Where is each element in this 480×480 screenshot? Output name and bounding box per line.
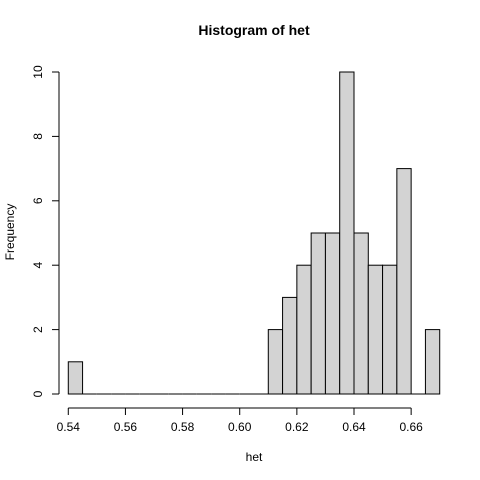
y-tick-label: 6 bbox=[31, 197, 45, 204]
histogram-bar bbox=[310, 232, 326, 395]
histogram-bar bbox=[382, 264, 398, 395]
histogram-bar bbox=[296, 264, 312, 395]
y-axis: 0 2 4 6 8 10 bbox=[31, 65, 60, 397]
x-tick-label: 0.66 bbox=[399, 420, 423, 434]
y-tick-label: 2 bbox=[31, 326, 45, 333]
x-tick-label: 0.60 bbox=[228, 420, 252, 434]
x-axis-label: het bbox=[246, 450, 263, 464]
x-tick-label: 0.62 bbox=[285, 420, 309, 434]
histogram-bar bbox=[67, 361, 84, 395]
x-tick-label: 0.58 bbox=[171, 420, 195, 434]
histogram-bar bbox=[324, 232, 341, 395]
histogram-bar bbox=[282, 296, 298, 395]
y-tick-label: 8 bbox=[31, 133, 45, 140]
x-axis: 0.54 0.56 0.58 0.60 0.62 0.64 0.66 bbox=[57, 407, 423, 434]
y-tick-label: 10 bbox=[31, 65, 45, 79]
y-tick-label: 4 bbox=[31, 262, 45, 269]
histogram-bar bbox=[267, 329, 284, 395]
histogram-bar bbox=[396, 168, 412, 395]
x-tick-label: 0.54 bbox=[57, 420, 81, 434]
x-tick-label: 0.56 bbox=[114, 420, 138, 434]
x-tick-label: 0.64 bbox=[342, 420, 366, 434]
chart-title: Histogram of het bbox=[198, 22, 310, 38]
histogram-bar bbox=[367, 264, 384, 395]
histogram-bar bbox=[424, 329, 441, 395]
y-axis-label: Frequency bbox=[3, 204, 17, 261]
bars-group bbox=[67, 71, 441, 395]
y-tick-label: 0 bbox=[31, 390, 45, 397]
histogram-bar bbox=[339, 71, 355, 395]
histogram-bar bbox=[353, 232, 369, 395]
